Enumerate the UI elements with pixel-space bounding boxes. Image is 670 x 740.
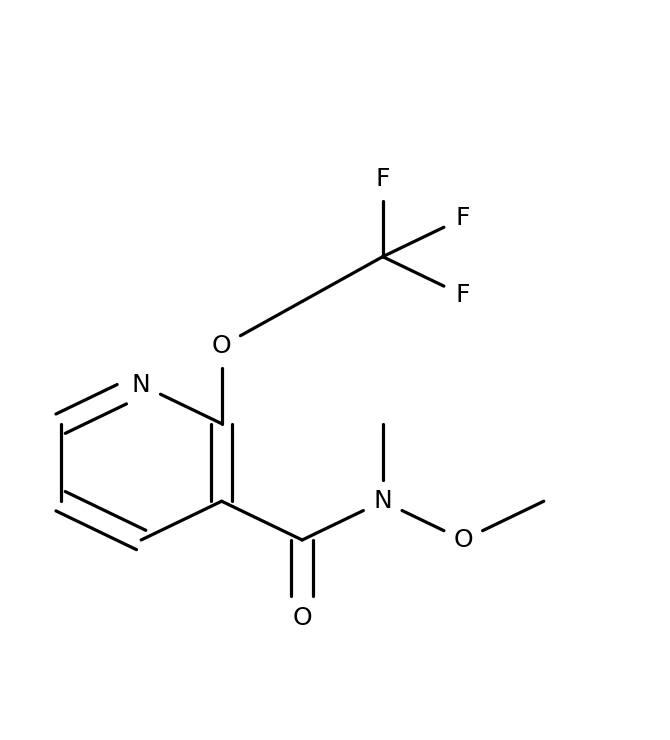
Text: O: O — [292, 605, 312, 630]
Text: N: N — [132, 373, 151, 397]
Text: N: N — [373, 489, 392, 514]
Text: F: F — [456, 206, 470, 230]
Text: F: F — [456, 283, 470, 307]
Text: O: O — [454, 528, 473, 552]
Text: F: F — [375, 167, 390, 191]
Text: O: O — [212, 334, 231, 358]
